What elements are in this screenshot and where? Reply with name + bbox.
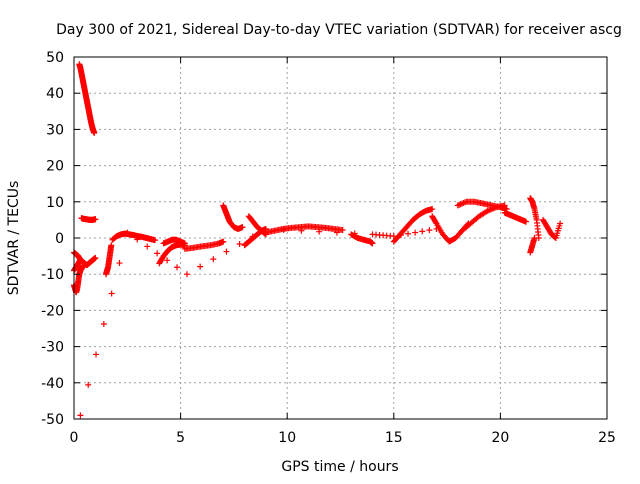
- series-arc-mid-start: [71, 254, 99, 274]
- y-tick-label: -50: [41, 412, 64, 428]
- y-tick-label: 30: [46, 122, 64, 138]
- series-isolated: [77, 225, 440, 419]
- data-point: [397, 231, 404, 238]
- data-point: [429, 206, 436, 213]
- series-arc-rising-1-5: [102, 242, 115, 278]
- data-point: [223, 248, 230, 255]
- data-point: [91, 130, 98, 137]
- y-tick-label: 0: [55, 231, 64, 247]
- series-arc-21-5-low: [527, 235, 538, 256]
- data-points: [71, 61, 564, 419]
- y-tick-label: -20: [41, 303, 64, 319]
- data-point: [405, 230, 412, 237]
- series-arc-5-7: [181, 238, 227, 252]
- x-tick-label: 10: [278, 430, 296, 446]
- series-arc-upper-start: [71, 249, 84, 263]
- series-arc-high-decay: [76, 61, 98, 137]
- data-point: [390, 233, 397, 240]
- data-point: [183, 271, 190, 278]
- data-point: [210, 256, 217, 263]
- x-tick-label: 15: [385, 430, 403, 446]
- x-tick-label: 0: [70, 430, 79, 446]
- data-point: [77, 412, 84, 419]
- series-arc-2-4: [109, 230, 159, 244]
- data-point: [262, 225, 269, 232]
- data-point: [557, 220, 564, 227]
- x-axis-label: GPS time / hours: [281, 459, 398, 475]
- data-point: [154, 250, 161, 257]
- data-point: [339, 227, 346, 234]
- data-point: [333, 229, 340, 236]
- y-tick-label: -40: [41, 376, 64, 392]
- data-point: [249, 233, 256, 240]
- data-point: [501, 202, 508, 209]
- x-tick-label: 20: [491, 430, 509, 446]
- data-point: [124, 229, 131, 236]
- data-point: [298, 227, 305, 234]
- y-tick-label: 10: [46, 195, 64, 211]
- data-point: [369, 240, 376, 247]
- y-tick-label: 40: [46, 86, 64, 102]
- y-tick-label: 20: [46, 159, 64, 175]
- data-point: [236, 241, 243, 248]
- data-point: [100, 320, 107, 327]
- y-tick-label: -30: [41, 340, 64, 356]
- data-point: [220, 238, 227, 245]
- series-arc-13-15: [348, 231, 376, 247]
- series-arc-4-5-upper: [160, 236, 188, 247]
- data-point: [144, 243, 151, 250]
- data-point: [77, 256, 84, 263]
- axis-ticks: 0 5 10 15 20 25 -50 -40 -30 -20 -10 0 10 20 30 40 50: [41, 50, 616, 446]
- series-arc-22-23: [540, 216, 564, 241]
- data-point: [316, 228, 323, 235]
- series-arc-9-13: [262, 223, 346, 236]
- data-point: [197, 263, 204, 270]
- data-point: [426, 227, 433, 234]
- data-point: [433, 225, 440, 232]
- data-point: [181, 240, 188, 247]
- grid-lines: [74, 57, 607, 419]
- data-point: [164, 257, 171, 264]
- series-arc-18-20-lower: [459, 202, 508, 234]
- data-point: [239, 224, 246, 231]
- y-tick-label: -10: [41, 267, 64, 283]
- x-tick-label: 5: [176, 430, 185, 446]
- data-point: [531, 235, 538, 241]
- data-point: [432, 219, 439, 226]
- data-point: [412, 229, 419, 236]
- series-arc-8-upper: [245, 213, 269, 238]
- data-point: [92, 254, 99, 261]
- data-point: [419, 228, 426, 235]
- data-point: [108, 290, 115, 297]
- series-arc-7-8: [220, 202, 246, 232]
- data-point: [152, 237, 159, 244]
- data-point: [85, 381, 92, 388]
- y-tick-label: 50: [46, 50, 64, 66]
- series-arc-20-21: [501, 209, 529, 225]
- y-axis-label: SDTVAR / TECUs: [6, 181, 22, 296]
- series-arc-21-5: [527, 195, 542, 241]
- data-point: [351, 230, 358, 237]
- chart-title: Day 300 of 2021, Sidereal Day-to-day VTE…: [56, 22, 622, 38]
- data-point: [108, 242, 115, 249]
- data-point: [92, 216, 99, 223]
- series-arc-15-17: [390, 206, 436, 245]
- data-point: [522, 218, 529, 225]
- x-tick-label: 25: [598, 430, 616, 446]
- series-arc-4-5: [156, 241, 188, 267]
- data-point: [174, 264, 181, 271]
- data-point: [134, 236, 141, 243]
- series-arc-5-level: [78, 215, 99, 223]
- data-point: [93, 351, 100, 358]
- data-point: [116, 260, 123, 267]
- data-point: [280, 226, 287, 233]
